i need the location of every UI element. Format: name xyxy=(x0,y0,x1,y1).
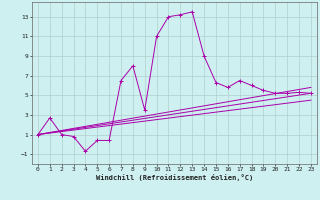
X-axis label: Windchill (Refroidissement éolien,°C): Windchill (Refroidissement éolien,°C) xyxy=(96,174,253,181)
